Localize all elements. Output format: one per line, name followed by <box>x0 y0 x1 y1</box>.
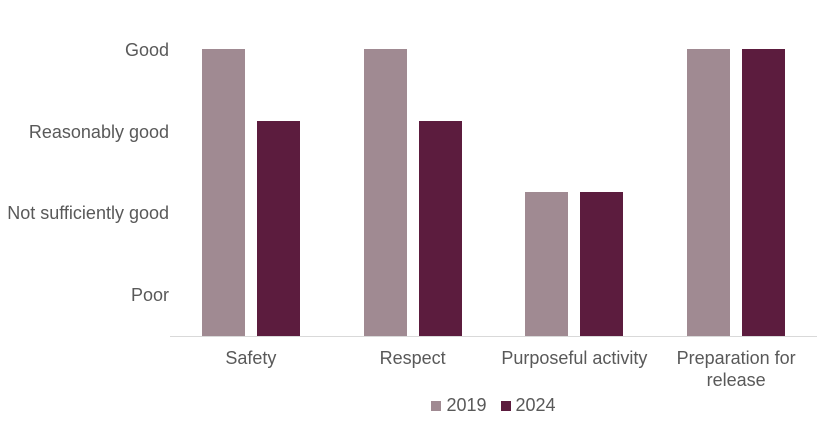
y-tick-label-poor: Poor <box>130 284 169 305</box>
bar-2019-respect <box>363 49 407 336</box>
y-axis-labels: Good Reasonably good Not sufficiently good… <box>0 10 172 336</box>
y-tick-label-reasonably-good: Reasonably good <box>28 121 169 142</box>
y-tick-label-good: Good <box>124 40 169 61</box>
legend: 2019 2024 <box>170 395 817 416</box>
bar-group-safety <box>170 10 332 336</box>
x-category-label-safety: Safety <box>225 348 277 368</box>
bar-2024-preparation-for-release <box>742 49 786 336</box>
bar-2019-safety <box>201 49 245 336</box>
legend-item-2024: 2024 <box>500 395 556 416</box>
bar-group-preparation-for-release <box>655 10 817 336</box>
legend-item-2019: 2019 <box>431 395 487 416</box>
legend-swatch-2024 <box>500 400 511 411</box>
plot-area <box>170 10 817 337</box>
legend-label-2024: 2024 <box>515 395 556 415</box>
y-tick-label-not-sufficiently-good: Not sufficiently good <box>7 203 169 224</box>
x-category-label-respect: Respect <box>379 348 446 368</box>
bar-2024-purposeful-activity <box>580 192 624 336</box>
x-category-label-preparation-for-release: Preparation for release <box>676 348 796 390</box>
bar-2019-preparation-for-release <box>687 49 731 336</box>
legend-swatch-2019 <box>431 400 442 411</box>
bar-2019-purposeful-activity <box>525 192 569 336</box>
bar-2024-safety <box>256 121 300 336</box>
bar-group-purposeful-activity <box>494 10 656 336</box>
bar-2024-respect <box>418 121 462 336</box>
x-axis-labels: Safety Respect Purposeful activity Preparat… <box>170 347 817 391</box>
bar-group-respect <box>332 10 494 336</box>
legend-label-2019: 2019 <box>446 395 487 415</box>
x-category-label-purposeful-activity: Purposeful activity <box>501 348 648 368</box>
